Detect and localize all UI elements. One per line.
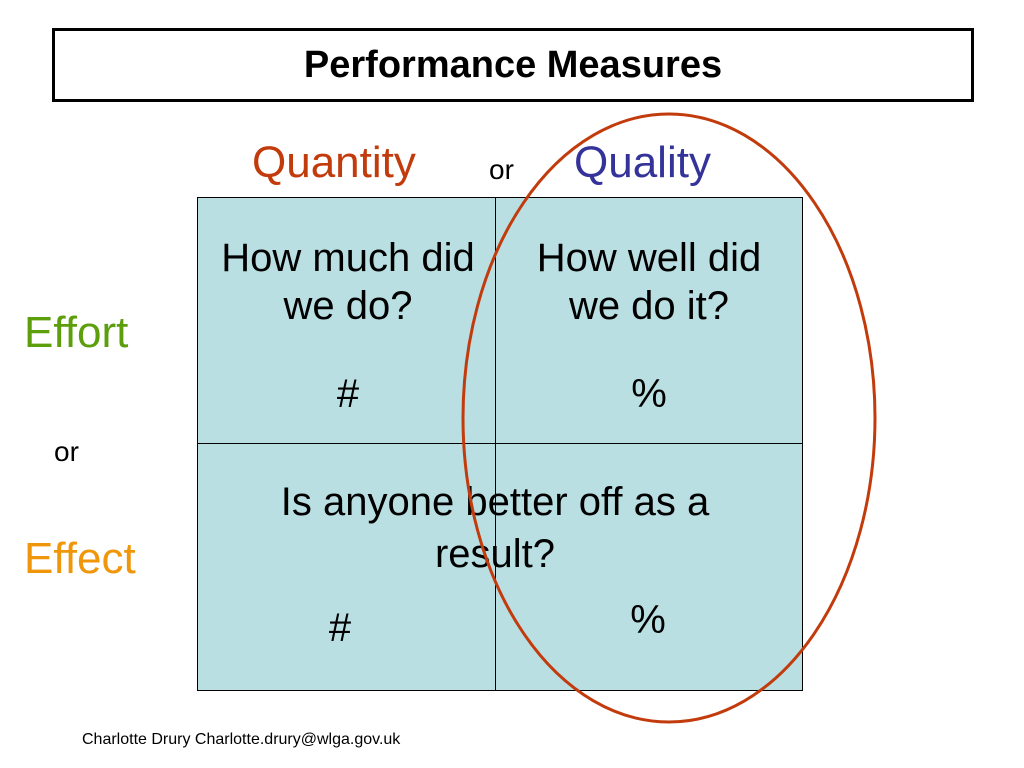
cell-question: How well did we do it?: [536, 236, 762, 328]
cell-symbol: %: [630, 598, 666, 642]
footer: Charlotte Drury Charlotte.drury@wlga.gov…: [82, 731, 401, 748]
cell-symbol: #: [336, 372, 360, 416]
cell-symbol: %: [631, 372, 667, 416]
col-or: or: [489, 154, 514, 185]
cell-question: How much did we do?: [221, 236, 475, 328]
row-label: Effort: [24, 308, 129, 357]
divider: [198, 443, 802, 444]
title: Performance Measures: [303, 44, 723, 86]
divider: [495, 198, 496, 690]
cell-question: Is anyone better off as a result?: [280, 480, 710, 576]
grid: [197, 197, 803, 691]
title-box: Performance Measures: [52, 28, 974, 102]
col-label: Quality: [574, 138, 711, 187]
highlight-ellipse: [461, 112, 877, 724]
col-label: Quantity: [252, 138, 416, 187]
cell-symbol: #: [328, 606, 352, 650]
row-or: or: [54, 436, 79, 467]
row-label: Effect: [24, 534, 136, 583]
